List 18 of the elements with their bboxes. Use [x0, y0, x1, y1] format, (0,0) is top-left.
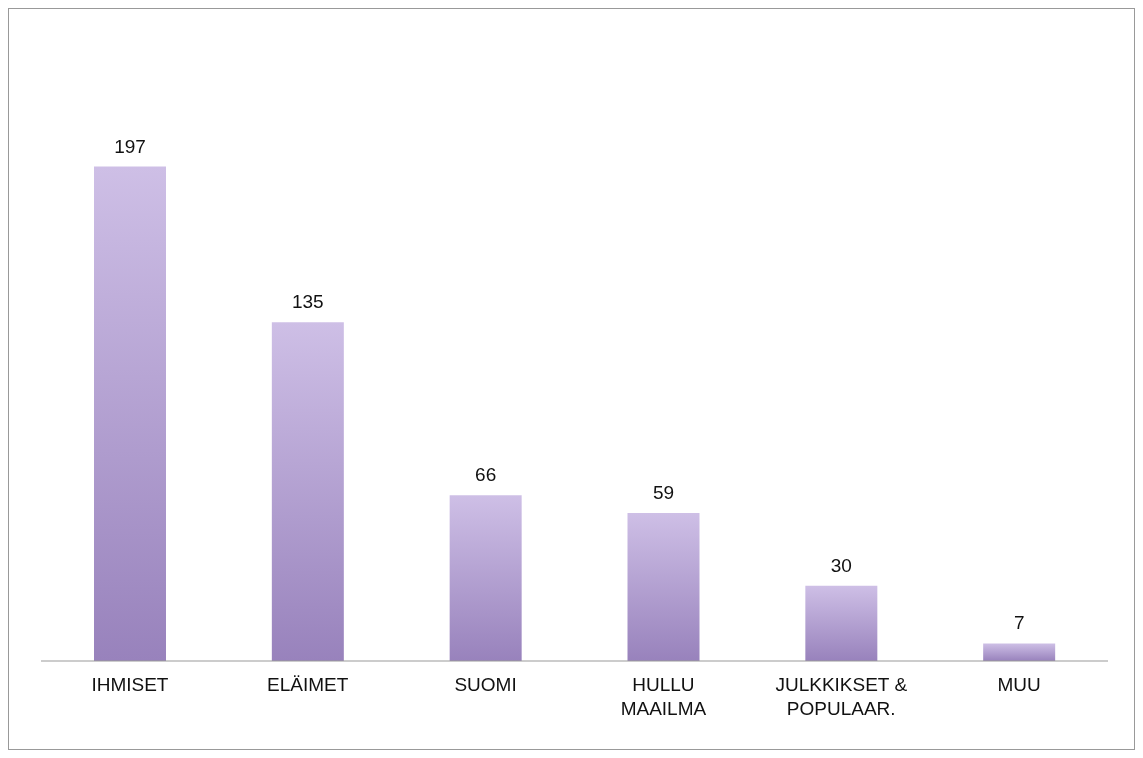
- bar: [805, 585, 878, 661]
- x-tick-label: JULKKIKSET & POPULAAR.: [775, 674, 908, 719]
- data-label: 135: [291, 291, 324, 313]
- data-label: 59: [652, 481, 675, 503]
- x-tick-label: ELÄIMET: [267, 674, 349, 695]
- x-tick-label: HULLU MAAILMA: [620, 674, 707, 719]
- data-label: 7: [1013, 612, 1025, 634]
- bar: [449, 495, 522, 661]
- x-tick-label: IHMISET: [91, 674, 169, 695]
- bar: [627, 512, 700, 661]
- x-tick-label: SUOMI: [454, 674, 517, 695]
- bar: [983, 643, 1056, 661]
- bar: [271, 322, 344, 661]
- data-label: 197: [114, 135, 146, 157]
- x-tick-label: MUU: [997, 674, 1041, 695]
- data-label: 66: [475, 464, 497, 486]
- bar: [94, 166, 166, 661]
- data-label: 30: [830, 554, 852, 576]
